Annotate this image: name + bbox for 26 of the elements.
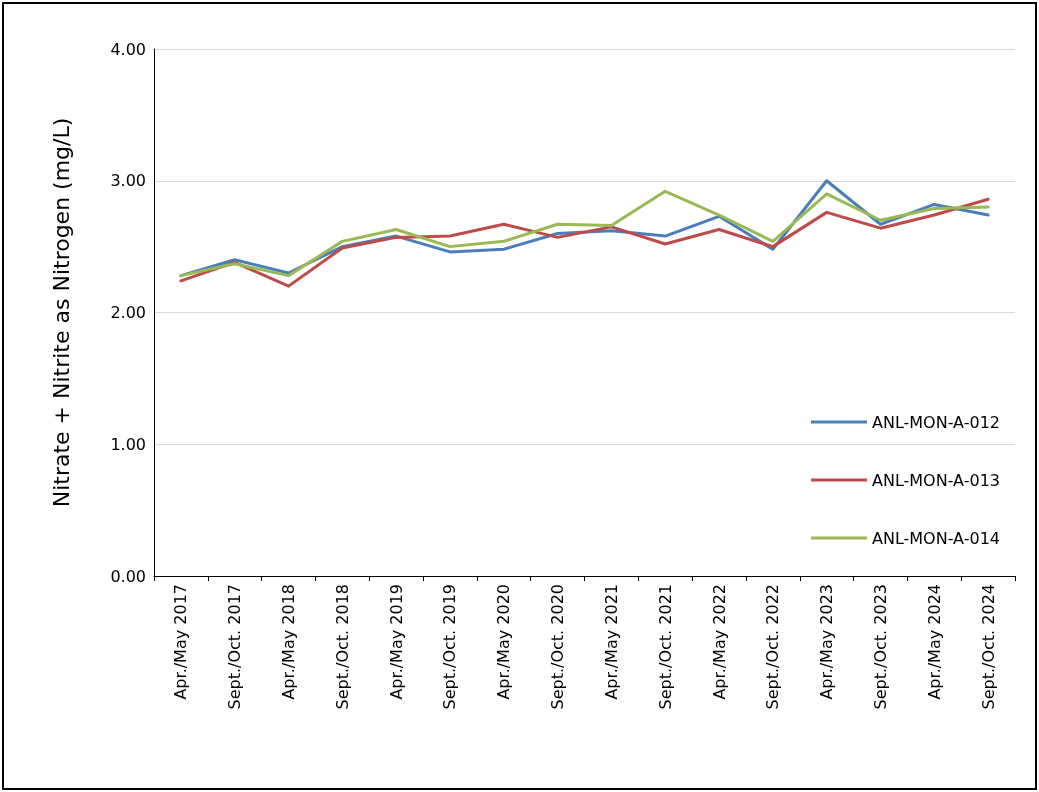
x-tick-label: Apr./May 2022 (709, 584, 729, 700)
x-tick-label: Sept./Oct. 2024 (978, 584, 998, 710)
x-tick-label: Sept./Oct. 2023 (870, 584, 890, 710)
legend-label: ANL-MON-A-012 (871, 412, 1000, 432)
y-tick-label: 1.00 (110, 434, 146, 454)
y-tick-label: 0.00 (110, 566, 146, 586)
x-tick-label: Apr./May 2024 (924, 584, 944, 700)
x-tick-label: Apr./May 2019 (386, 584, 406, 700)
x-tick-label: Sept./Oct. 2017 (225, 584, 245, 710)
y-tick-label: 2.00 (110, 303, 146, 322)
legend-label: ANL-MON-A-013 (871, 470, 1000, 490)
y-tick-label: 3.00 (110, 171, 146, 191)
y-axis-title: Nitrate + Nitrite as Nitrogen (mg/L) (48, 117, 74, 508)
x-tick-label: Apr./May 2020 (494, 584, 514, 700)
x-tick-label: Sept./Oct. 2021 (655, 584, 675, 710)
y-tick-label: 4.00 (110, 39, 146, 59)
legend-label: ANL-MON-A-014 (871, 528, 1000, 548)
x-tick-label: Apr./May 2023 (817, 584, 837, 700)
x-tick-label: Sept./Oct. 2022 (763, 584, 783, 710)
line-series (179, 197, 990, 288)
x-tick-label: Sept./Oct. 2018 (332, 584, 352, 710)
x-tick-label: Sept./Oct. 2020 (548, 584, 568, 710)
x-tick-label: Apr./May 2017 (171, 584, 191, 700)
x-tick-label: Apr./May 2021 (601, 584, 621, 700)
x-tick-label: Sept./Oct. 2019 (440, 584, 460, 710)
x-tick-label: Apr./May 2018 (279, 584, 299, 700)
